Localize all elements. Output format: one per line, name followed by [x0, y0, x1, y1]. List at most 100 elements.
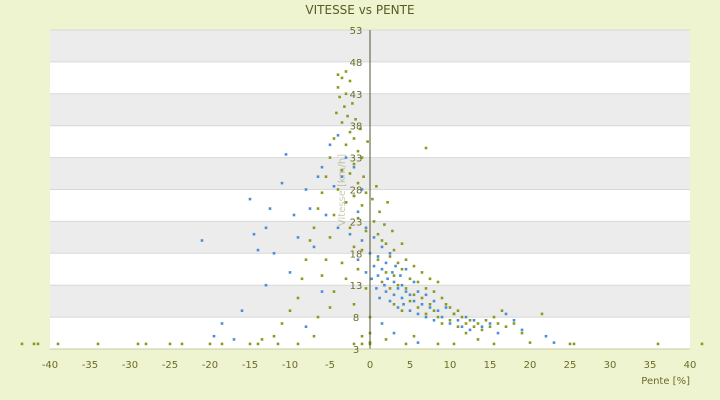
y-tick-label: 13 [350, 281, 363, 292]
data-point [464, 315, 468, 319]
data-point [340, 169, 344, 172]
data-point [504, 325, 508, 328]
y-tick-label: 33 [350, 154, 363, 165]
data-point [416, 280, 420, 284]
data-point [144, 342, 148, 346]
data-point [356, 258, 360, 261]
data-point [504, 312, 508, 316]
data-point [520, 328, 524, 332]
x-tick-label: 15 [484, 360, 497, 371]
data-point [396, 287, 400, 290]
data-point [304, 258, 308, 261]
data-point [404, 287, 408, 290]
y-axis-label: Vitesse [km/h] [337, 154, 348, 226]
data-point [264, 283, 268, 287]
x-tick-label: -20 [202, 360, 218, 371]
x-tick-label: -5 [325, 360, 335, 371]
data-point [300, 277, 304, 281]
data-point [328, 143, 332, 147]
data-point [324, 175, 328, 178]
data-point [383, 223, 386, 226]
data-point [656, 342, 660, 346]
data-point [412, 299, 416, 303]
data-point [352, 245, 356, 249]
data-point [264, 226, 268, 230]
data-point [370, 277, 373, 281]
data-point [200, 239, 204, 242]
data-point [308, 207, 312, 210]
data-point [36, 342, 40, 346]
data-point [356, 181, 360, 185]
data-point [352, 165, 356, 169]
data-point [378, 296, 381, 300]
data-point [340, 76, 344, 80]
x-tick-label: -25 [162, 360, 178, 371]
data-point [424, 312, 428, 316]
data-point [344, 201, 348, 204]
data-point [352, 303, 356, 306]
x-tick-label: -40 [42, 360, 58, 371]
data-point [96, 342, 100, 346]
data-point [320, 274, 324, 277]
data-point [424, 293, 428, 297]
data-point [344, 277, 348, 281]
x-tick-label: 25 [564, 360, 577, 371]
data-point [360, 342, 364, 346]
y-tick-label: 23 [350, 217, 363, 228]
data-point [392, 280, 396, 284]
data-point [312, 245, 316, 249]
chart-title: VITESSE vs PENTE [305, 3, 415, 17]
data-point [396, 283, 400, 287]
data-point [452, 342, 456, 346]
y-tick-label: 38 [350, 122, 363, 133]
data-point [476, 338, 480, 341]
data-point [344, 70, 348, 73]
data-point [360, 334, 364, 338]
data-point [336, 226, 340, 230]
data-point [396, 306, 400, 309]
y-tick-label: 48 [350, 58, 363, 69]
data-point [568, 342, 572, 346]
data-point [432, 309, 436, 312]
data-point [220, 322, 224, 325]
data-point [296, 296, 300, 300]
data-point [432, 319, 436, 322]
data-point [391, 271, 394, 274]
data-point [136, 342, 140, 346]
x-tick-label: 30 [604, 360, 617, 371]
data-point [480, 328, 484, 332]
data-point [376, 232, 380, 236]
data-point [464, 331, 468, 335]
data-points [20, 70, 704, 346]
data-point [392, 248, 396, 252]
data-point [372, 220, 376, 223]
data-point [380, 267, 384, 271]
data-point [468, 319, 472, 322]
data-point [396, 261, 400, 265]
data-point [424, 315, 428, 319]
data-point [528, 341, 532, 344]
x-tick-label: -15 [242, 360, 258, 371]
data-point [488, 322, 492, 325]
data-point [208, 342, 212, 346]
y-tick-label: 43 [350, 90, 363, 101]
data-point [328, 156, 332, 159]
data-point [248, 197, 252, 201]
data-point [375, 287, 378, 290]
y-tick-label: 28 [350, 186, 363, 197]
data-point [20, 342, 24, 346]
data-point [252, 232, 256, 236]
data-point [436, 309, 440, 312]
data-point [456, 319, 460, 322]
data-point [348, 79, 352, 83]
data-point [232, 338, 236, 341]
data-point [352, 162, 356, 166]
x-tick-label: 5 [407, 360, 413, 371]
data-point [351, 102, 354, 105]
data-point [394, 264, 397, 268]
data-point [540, 312, 544, 316]
data-point [464, 322, 468, 325]
data-point [332, 137, 336, 140]
data-point [296, 342, 300, 346]
